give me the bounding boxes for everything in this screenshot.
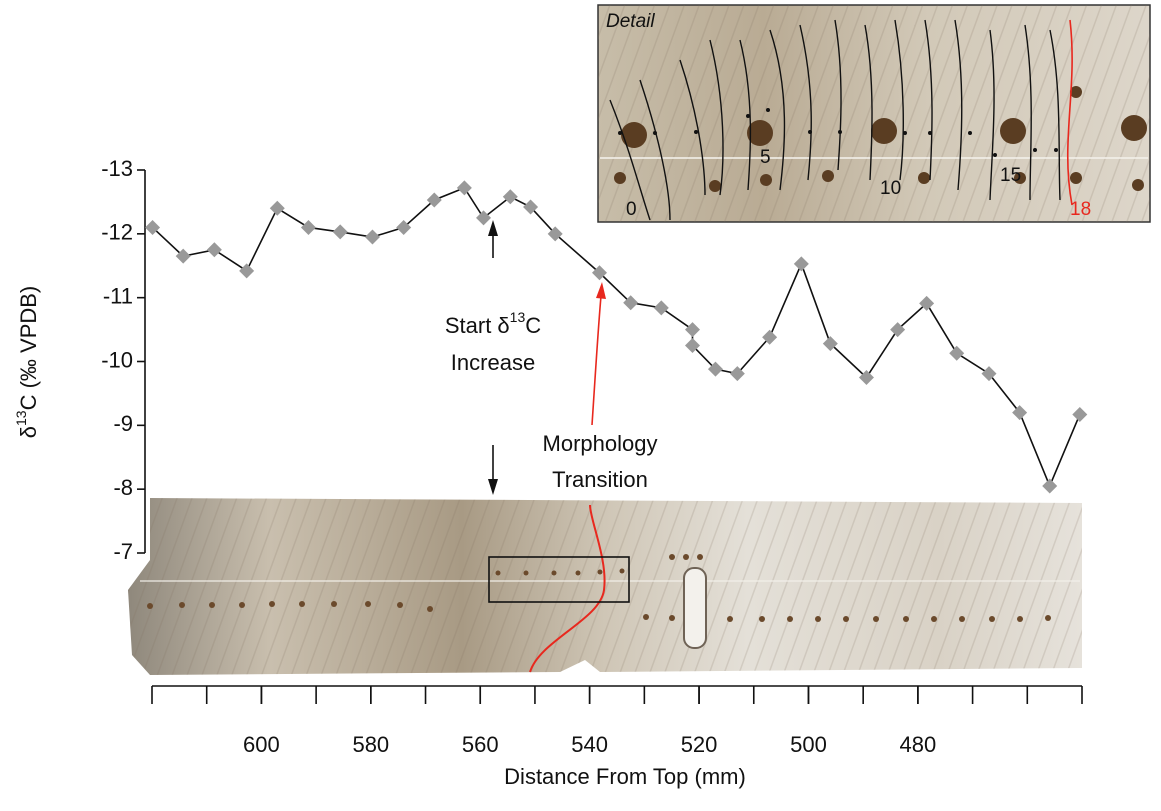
annotation-part: Transition	[552, 467, 648, 492]
y-axis-label-part: C (‰ VPDB)	[16, 286, 41, 411]
specimen-photo	[128, 498, 1082, 675]
inset-label: 5	[760, 147, 771, 168]
data-point	[822, 336, 838, 352]
data-point	[707, 361, 723, 377]
data-point	[523, 199, 539, 215]
y-tick-label: -9	[113, 411, 133, 436]
data-point	[591, 265, 607, 281]
y-tick-label: -7	[113, 539, 133, 564]
inset-label: 0	[626, 199, 637, 220]
data-point	[1072, 406, 1088, 422]
data-point	[653, 300, 669, 316]
annotation: Transition	[552, 467, 648, 492]
x-tick-label: 600	[243, 732, 280, 757]
y-tick-label: -12	[101, 220, 133, 245]
y-tick-label: -11	[103, 283, 133, 308]
x-tick-label: 480	[900, 732, 937, 757]
inset-label: 15	[1000, 165, 1021, 186]
annotation: Morphology	[543, 431, 658, 456]
x-tick-label: 520	[681, 732, 718, 757]
annotation-part: Increase	[451, 350, 535, 375]
data-point	[1042, 478, 1058, 494]
data-point	[332, 224, 348, 240]
data-point	[729, 366, 745, 382]
data-point	[206, 242, 222, 258]
inset-label: 10	[880, 178, 901, 199]
data-point	[547, 226, 563, 242]
data-point	[762, 329, 778, 345]
y-axis-label-part: δ	[16, 426, 41, 438]
data-point	[239, 263, 255, 279]
data-point	[175, 248, 191, 264]
data-point	[684, 338, 700, 354]
annotation-arrows	[488, 220, 606, 495]
data-point	[145, 219, 161, 235]
y-tick-label: -8	[113, 475, 133, 500]
y-tick-label: -13	[101, 156, 133, 181]
data-point	[793, 256, 809, 272]
x-tick-label: 500	[790, 732, 827, 757]
y-axis-label-part: 13	[13, 410, 29, 426]
annotation-part: 13	[510, 309, 526, 325]
y-tick-label: -10	[101, 347, 133, 372]
data-point	[890, 322, 906, 338]
plot	[145, 180, 1088, 494]
data-point	[1012, 405, 1028, 421]
y-axis-label: δ13C (‰ VPDB)	[13, 286, 41, 439]
annotation-part: C	[525, 313, 541, 338]
x-tick-label: 560	[462, 732, 499, 757]
data-point	[858, 369, 874, 385]
annotation-part: Morphology	[543, 431, 658, 456]
data-point	[684, 322, 700, 338]
x-tick-label: 580	[352, 732, 389, 757]
data-point	[364, 229, 380, 245]
data-point	[426, 192, 442, 208]
annotations: Start δ13C Increase Morphology Transition	[445, 309, 658, 492]
data-point	[919, 295, 935, 311]
data-point	[502, 189, 518, 205]
axes: -13 -12 -11 -10 -9 -8 -7 600 580 560 540 520 500 480 D…	[13, 156, 1083, 789]
data-point	[476, 210, 492, 226]
data-point	[269, 200, 285, 216]
data-point	[396, 219, 412, 235]
x-axis-label: Distance From Top (mm)	[504, 764, 746, 789]
inset-label: 18	[1070, 199, 1091, 220]
inset-photo: Detail 0 5 10 15 18	[597, 4, 1151, 223]
data-point	[981, 366, 997, 382]
data-point	[456, 180, 472, 196]
inset-title: Detail	[606, 11, 655, 32]
annotation: Increase	[451, 350, 535, 375]
data-point	[300, 219, 316, 235]
data-point	[623, 295, 639, 311]
annotation: Start δ13C	[445, 309, 541, 338]
x-tick-label: 540	[571, 732, 608, 757]
data-point	[949, 345, 965, 361]
annotation-part: Start δ	[445, 313, 510, 338]
